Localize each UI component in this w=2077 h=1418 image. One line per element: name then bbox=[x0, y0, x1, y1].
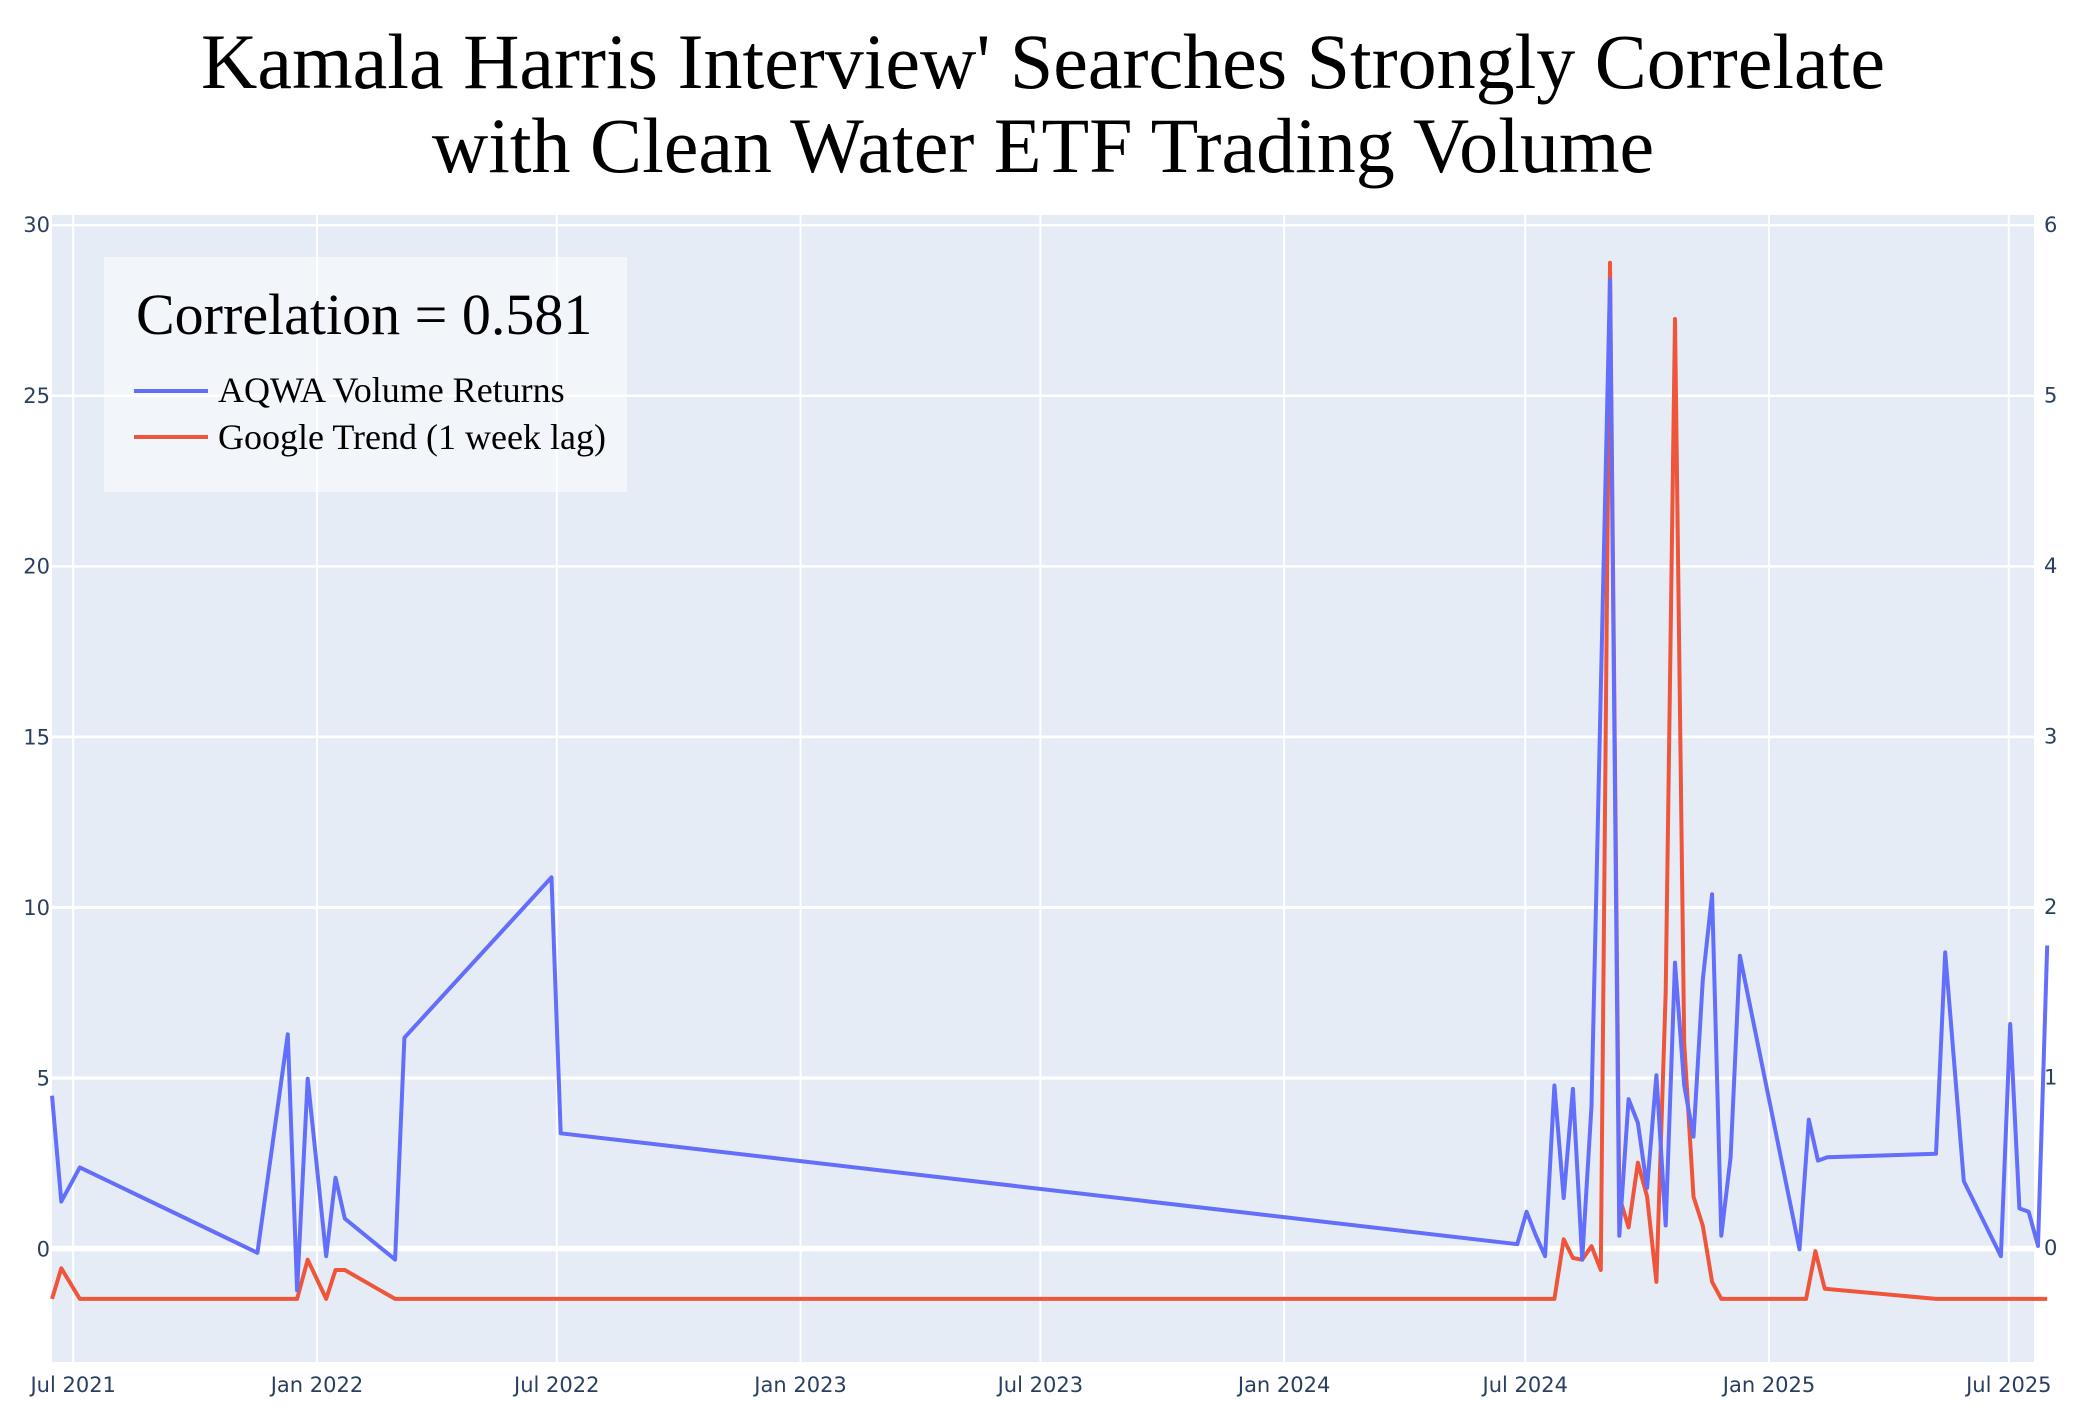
x-tick-label: Jul 2023 bbox=[996, 1373, 1083, 1397]
axis-labels: Jul 2021 Jan 2022 Jul 2022 Jan 2023 Jul 2023… bbox=[23, 213, 2057, 1397]
legend-label-aqwa: AQWA Volume Returns bbox=[218, 370, 565, 410]
y-right-tick-label: 6 bbox=[2044, 213, 2057, 237]
x-tick-label: Jul 2022 bbox=[512, 1373, 599, 1397]
chart-title-line-1: Kamala Harris Interview' Searches Strong… bbox=[201, 18, 1885, 105]
x-tick-label: Jul 2024 bbox=[1481, 1373, 1568, 1397]
x-tick-label: Jan 2025 bbox=[1721, 1373, 1816, 1397]
y-right-tick-label: 2 bbox=[2044, 895, 2057, 919]
x-tick-label: Jan 2023 bbox=[752, 1373, 847, 1397]
x-tick-label: Jul 2025 bbox=[1964, 1373, 2051, 1397]
y-right-tick-label: 0 bbox=[2044, 1236, 2057, 1260]
legend-background bbox=[104, 257, 627, 492]
y-left-tick-label: 0 bbox=[37, 1237, 50, 1261]
x-tick-label: Jul 2021 bbox=[28, 1373, 115, 1397]
y-left-tick-label: 5 bbox=[37, 1067, 50, 1091]
x-tick-label: Jan 2022 bbox=[269, 1373, 364, 1397]
gridlines bbox=[52, 215, 2034, 1362]
series-line-aqwa-volume-returns bbox=[50, 277, 2050, 1293]
series-layer bbox=[50, 260, 2050, 1301]
y-left-tick-label: 30 bbox=[23, 213, 50, 237]
y-right-tick-label: 3 bbox=[2044, 725, 2057, 749]
legend: Correlation = 0.581 AQWA Volume Returns … bbox=[104, 257, 627, 492]
y-right-tick-label: 5 bbox=[2044, 384, 2057, 408]
x-tick-label: Jan 2024 bbox=[1236, 1373, 1331, 1397]
correlation-annotation: Correlation = 0.581 bbox=[136, 282, 592, 347]
y-left-tick-label: 15 bbox=[23, 725, 50, 749]
y-left-tick-label: 25 bbox=[23, 384, 50, 408]
legend-label-google-trend: Google Trend (1 week lag) bbox=[218, 417, 606, 457]
y-left-tick-label: 20 bbox=[23, 555, 50, 579]
y-right-tick-label: 1 bbox=[2044, 1065, 2057, 1089]
y-left-tick-label: 10 bbox=[23, 896, 50, 920]
y-right-tick-label: 4 bbox=[2044, 554, 2057, 578]
chart-title-line-2: with Clean Water ETF Trading Volume bbox=[432, 102, 1654, 189]
